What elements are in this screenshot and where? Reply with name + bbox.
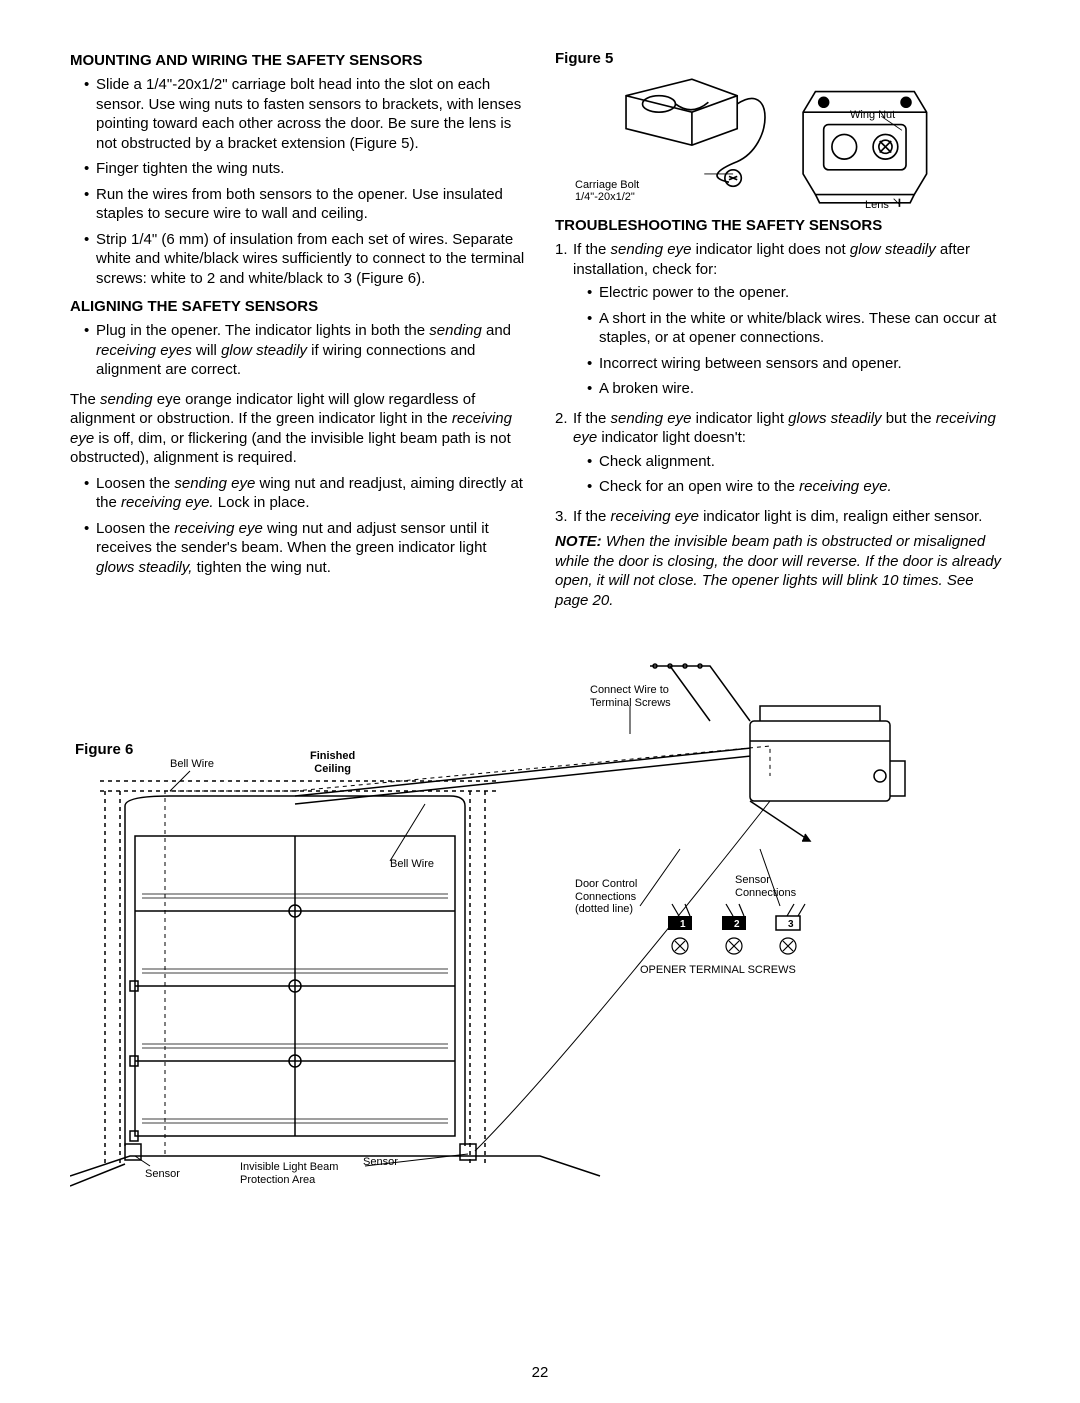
svg-text:2: 2	[734, 919, 740, 930]
list-item: If the sending eye indicator light does …	[555, 240, 1010, 399]
text: Carriage Bolt	[575, 179, 639, 191]
bullet: Loosen the sending eye wing nut and read…	[84, 474, 525, 513]
heading-troubleshooting: TROUBLESHOOTING THE SAFETY SENSORS	[555, 217, 1010, 234]
text: will	[192, 342, 221, 359]
note-label: NOTE:	[555, 533, 602, 550]
text: Door Control	[575, 878, 637, 890]
text: 1/4"-20x1/2"	[575, 191, 635, 203]
text: receiving eye	[611, 508, 699, 525]
label-sensor-connections: Sensor Connections	[735, 874, 796, 899]
text: Connections	[735, 887, 796, 899]
text: (dotted line)	[575, 903, 633, 915]
text: indicator light	[691, 410, 788, 427]
text: glows steadily	[788, 410, 881, 427]
text: is off, dim, or flickering (and the invi…	[70, 430, 511, 467]
ordered-list: If the sending eye indicator light does …	[555, 240, 1010, 526]
text: Ceiling	[314, 763, 351, 775]
label-bellwire2: Bell Wire	[390, 858, 434, 871]
paragraph: The sending eye orange indicator light w…	[70, 390, 525, 468]
svg-text:3: 3	[788, 919, 794, 930]
svg-text:1: 1	[680, 919, 686, 930]
label-carriage-bolt: Carriage Bolt 1/4"-20x1/2"	[575, 179, 639, 203]
text: Connect Wire to	[590, 684, 669, 696]
page-number: 22	[0, 1364, 1080, 1381]
text: Finished	[310, 750, 355, 762]
bullet: Incorrect wiring between sensors and ope…	[587, 354, 1010, 374]
text: Terminal Screws	[590, 697, 671, 709]
text: sending	[429, 322, 482, 339]
text: indicator light is dim, realign either s…	[699, 508, 982, 525]
bullet: A broken wire.	[587, 379, 1010, 399]
text: Connections	[575, 891, 636, 903]
label-finished-ceiling: Finished Ceiling	[310, 750, 355, 775]
bullet: Check for an open wire to the receiving …	[587, 477, 1010, 497]
bullet: Plug in the opener. The indicator lights…	[84, 321, 525, 380]
bullet: A short in the white or white/black wire…	[587, 309, 1010, 348]
bullet: Electric power to the opener.	[587, 283, 1010, 303]
text: sending eye	[174, 475, 255, 492]
text: receiving eye.	[799, 478, 892, 495]
text: but the	[882, 410, 936, 427]
text: glow steadily	[221, 342, 307, 359]
label-beam: Invisible Light Beam Protection Area	[240, 1161, 338, 1186]
note: NOTE: When the invisible beam path is ob…	[555, 532, 1010, 610]
bullet: Check alignment.	[587, 452, 1010, 472]
label-sensor-right: Sensor	[363, 1156, 398, 1169]
text: sending eye	[611, 241, 692, 258]
text: glow steadily	[850, 241, 936, 258]
bullet: Run the wires from both sensors to the o…	[84, 185, 525, 224]
text: Check for an open wire to the	[599, 478, 799, 495]
left-column: MOUNTING AND WIRING THE SAFETY SENSORS S…	[70, 50, 525, 616]
list-item: If the receiving eye indicator light is …	[555, 507, 1010, 527]
text: Invisible Light Beam	[240, 1161, 338, 1173]
label-sensor-left: Sensor	[145, 1168, 180, 1181]
figure5: Wing Nut Carriage Bolt 1/4"-20x1/2" Lens	[555, 71, 1010, 211]
text: sending	[100, 391, 153, 408]
two-column-layout: MOUNTING AND WIRING THE SAFETY SENSORS S…	[70, 50, 1010, 616]
text: tighten the wing nut.	[192, 559, 330, 576]
label-lens: Lens	[865, 199, 889, 211]
text: Plug in the opener. The indicator lights…	[96, 322, 429, 339]
text: receiving eye	[174, 520, 262, 537]
text: Protection Area	[240, 1174, 315, 1186]
label-wingnut: Wing Nut	[850, 109, 895, 121]
figure6-label: Figure 6	[75, 741, 133, 758]
bullet: Slide a 1/4"-20x1/2" carriage bolt head …	[84, 75, 525, 153]
figure5-label: Figure 5	[555, 50, 1010, 67]
label-connect-wire: Connect Wire to Terminal Screws	[590, 684, 671, 709]
text: receiving eyes	[96, 342, 192, 359]
text: sending eye	[611, 410, 692, 427]
label-door-control: Door Control Connections (dotted line)	[575, 878, 637, 916]
figure6: 1 2 3 Figure 6 Bell Wire Finished Ceilin…	[70, 646, 1010, 1206]
text: Loosen the	[96, 520, 174, 537]
text: indicator light doesn't:	[597, 429, 746, 446]
text: receiving eye.	[121, 494, 214, 511]
text: The	[70, 391, 100, 408]
text: glows steadily,	[96, 559, 192, 576]
text: Lock in place.	[214, 494, 310, 511]
text: indicator light does not	[691, 241, 849, 258]
bullet: Strip 1/4" (6 mm) of insulation from eac…	[84, 230, 525, 289]
heading-aligning: ALIGNING THE SAFETY SENSORS	[70, 298, 525, 315]
label-terminal-screws: OPENER TERMINAL SCREWS	[640, 964, 796, 977]
right-column: Figure 5	[555, 50, 1010, 616]
text: and	[482, 322, 511, 339]
text: If the	[573, 410, 611, 427]
text: If the	[573, 241, 611, 258]
text: Sensor	[735, 874, 770, 886]
text: Loosen the	[96, 475, 174, 492]
heading-mounting: MOUNTING AND WIRING THE SAFETY SENSORS	[70, 52, 525, 69]
bullet: Loosen the receiving eye wing nut and ad…	[84, 519, 525, 578]
list-item: If the sending eye indicator light glows…	[555, 409, 1010, 497]
text: If the	[573, 508, 611, 525]
label-bellwire: Bell Wire	[170, 758, 214, 771]
text: When the invisible beam path is obstruct…	[555, 533, 1001, 609]
bullet: Finger tighten the wing nuts.	[84, 159, 525, 179]
